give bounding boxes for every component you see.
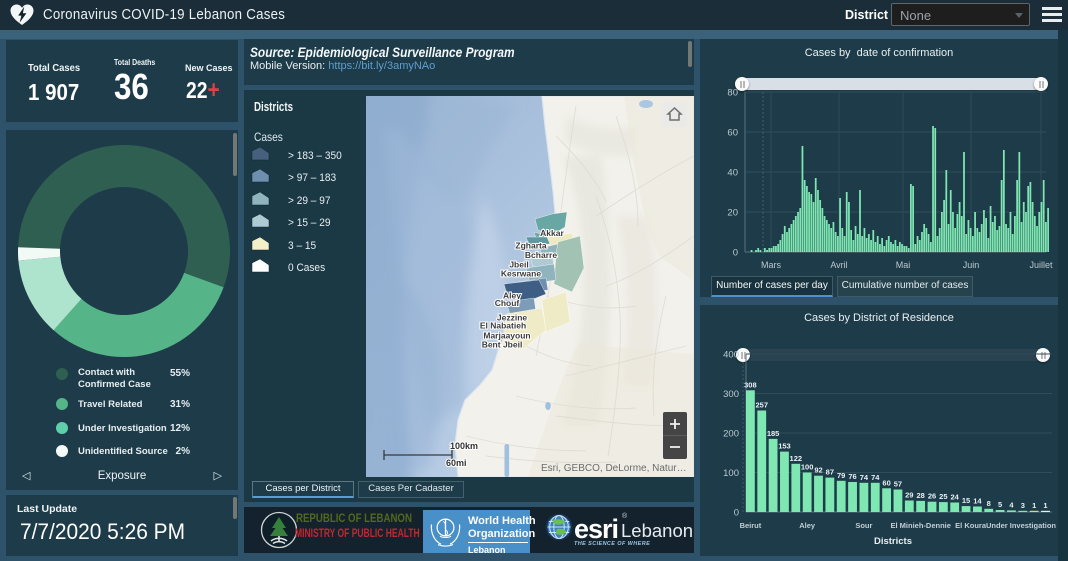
svg-text:14: 14 bbox=[973, 497, 982, 506]
svg-text:4: 4 bbox=[1009, 500, 1014, 509]
svg-text:Juillet: Juillet bbox=[1029, 260, 1053, 270]
svg-text:Aley: Aley bbox=[503, 291, 521, 301]
svg-text:76: 76 bbox=[848, 472, 856, 481]
svg-text:25: 25 bbox=[939, 492, 947, 501]
svg-text:Chouf: Chouf bbox=[495, 298, 520, 308]
svg-text:Sour: Sour bbox=[855, 521, 872, 530]
svg-text:3: 3 bbox=[1021, 501, 1025, 510]
svg-text:28: 28 bbox=[916, 491, 924, 500]
svg-text:Avril: Avril bbox=[830, 260, 847, 270]
svg-text:87: 87 bbox=[826, 468, 834, 477]
svg-text:Juin: Juin bbox=[963, 260, 980, 270]
svg-text:60: 60 bbox=[882, 478, 890, 487]
svg-text:74: 74 bbox=[871, 473, 880, 482]
svg-text:80: 80 bbox=[727, 88, 738, 99]
svg-text:Jbeil: Jbeil bbox=[509, 260, 528, 270]
svg-text:100: 100 bbox=[801, 463, 814, 472]
svg-text:308: 308 bbox=[744, 380, 757, 389]
svg-text:Akkar: Akkar bbox=[540, 228, 564, 238]
svg-text:8: 8 bbox=[987, 499, 991, 508]
svg-text:300: 300 bbox=[723, 389, 739, 400]
svg-text:Beirut: Beirut bbox=[740, 521, 762, 530]
svg-text:26: 26 bbox=[928, 492, 936, 501]
svg-text:100km: 100km bbox=[450, 441, 478, 451]
svg-text:153: 153 bbox=[778, 442, 791, 451]
svg-text:Districts: Districts bbox=[874, 536, 912, 547]
svg-text:100: 100 bbox=[723, 468, 739, 479]
svg-text:185: 185 bbox=[767, 429, 780, 438]
svg-text:Kesrwane: Kesrwane bbox=[501, 269, 541, 279]
svg-text:29: 29 bbox=[905, 491, 913, 500]
svg-text:257: 257 bbox=[755, 401, 768, 410]
svg-text:122: 122 bbox=[790, 454, 803, 463]
svg-text:Under Investigation: Under Investigation bbox=[986, 521, 1056, 530]
svg-text:0: 0 bbox=[734, 508, 739, 519]
svg-text:20: 20 bbox=[727, 208, 738, 219]
svg-text:400: 400 bbox=[723, 350, 739, 361]
svg-text:15: 15 bbox=[962, 496, 970, 505]
svg-text:Mars: Mars bbox=[761, 260, 781, 270]
svg-text:40: 40 bbox=[727, 168, 738, 179]
svg-text:79: 79 bbox=[837, 471, 845, 480]
svg-text:60: 60 bbox=[727, 128, 738, 139]
svg-text:Zgharta: Zgharta bbox=[515, 241, 546, 251]
svg-text:Marjaayoun: Marjaayoun bbox=[483, 331, 530, 341]
svg-text:200: 200 bbox=[723, 429, 739, 440]
svg-text:Bent Jbeil: Bent Jbeil bbox=[482, 340, 523, 350]
svg-text:El Nabatieh: El Nabatieh bbox=[480, 321, 526, 331]
svg-text:60mi: 60mi bbox=[446, 458, 467, 468]
svg-text:Esri, GEBCO, DeLorme, Natur…: Esri, GEBCO, DeLorme, Natur… bbox=[541, 463, 687, 474]
svg-text:74: 74 bbox=[860, 473, 869, 482]
svg-text:Jezzine: Jezzine bbox=[497, 313, 528, 323]
svg-text:5: 5 bbox=[998, 500, 1002, 509]
svg-text:El Koura: El Koura bbox=[955, 521, 987, 530]
svg-text:1: 1 bbox=[1032, 501, 1036, 510]
svg-text:Aley: Aley bbox=[799, 521, 816, 530]
svg-text:0: 0 bbox=[733, 248, 738, 259]
svg-text:El Minieh-Dennie: El Minieh-Dennie bbox=[890, 521, 950, 530]
svg-text:57: 57 bbox=[894, 480, 902, 489]
svg-text:Mai: Mai bbox=[896, 260, 911, 270]
svg-text:Bcharre: Bcharre bbox=[525, 250, 557, 260]
svg-text:1: 1 bbox=[1043, 501, 1047, 510]
svg-text:24: 24 bbox=[951, 493, 960, 502]
svg-text:92: 92 bbox=[814, 466, 822, 475]
